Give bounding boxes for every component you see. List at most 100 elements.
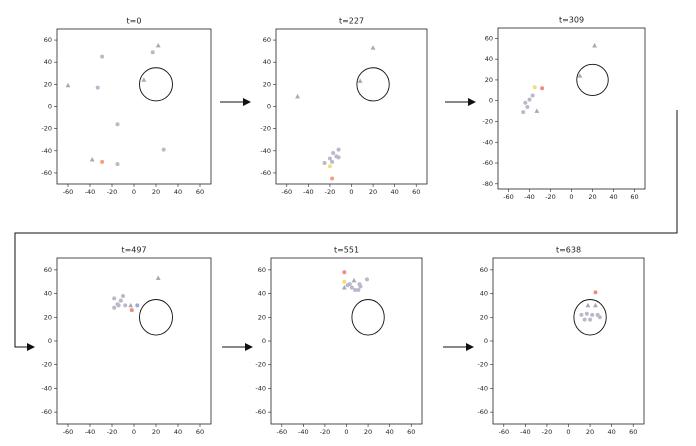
point: [370, 45, 376, 50]
x-tick-label: 0: [132, 188, 136, 196]
point: [592, 43, 597, 48]
point: [364, 277, 369, 282]
x-tick-label: -20: [542, 428, 553, 436]
point: [585, 302, 591, 308]
point: [353, 288, 358, 293]
x-tick-label: -20: [325, 188, 336, 196]
y-tick-label: -40: [482, 138, 493, 146]
y-tick-label: -60: [41, 408, 52, 416]
target-circle: [139, 299, 173, 336]
point: [530, 93, 535, 98]
y-tick-label: -40: [255, 384, 266, 392]
point: [358, 284, 363, 289]
y-tick-label: 20: [263, 80, 271, 88]
point: [118, 298, 123, 303]
point: [65, 82, 71, 88]
x-tick-label: -40: [303, 188, 314, 196]
point: [521, 110, 526, 115]
y-tick-label: 20: [258, 313, 266, 321]
panel-title: t=497: [121, 246, 146, 255]
plot-frame: [56, 257, 212, 425]
panel-title: t=309: [559, 16, 584, 25]
x-tick-label: -20: [545, 193, 556, 201]
x-tick-label: 60: [630, 193, 638, 201]
x-tick-label: -60: [281, 188, 292, 196]
x-tick-label: 60: [629, 428, 637, 436]
arrow: [14, 110, 678, 351]
y-tick-label: 20: [485, 76, 493, 84]
panel: t=227 -60 -40 -20 0 20 40 60 -60 -40 -20 0 20 40 60: [260, 17, 428, 196]
point: [525, 104, 530, 109]
x-tick-label: 20: [364, 428, 372, 436]
y-tick-label: 20: [480, 313, 488, 321]
plot-frame: [270, 257, 423, 425]
point: [597, 315, 602, 320]
x-tick-label: -20: [320, 428, 331, 436]
y-tick-label: 60: [263, 36, 271, 44]
x-tick-label: 40: [174, 188, 182, 196]
point: [100, 54, 105, 59]
point: [584, 311, 589, 316]
point: [345, 283, 350, 288]
y-tick-label: -40: [260, 147, 271, 155]
y-tick-label: -60: [260, 169, 271, 177]
x-tick-label: -40: [85, 188, 96, 196]
y-tick-label: 0: [262, 337, 266, 345]
point: [341, 285, 347, 290]
point: [593, 290, 598, 295]
x-tick-label: -60: [63, 188, 74, 196]
x-tick-label: -20: [107, 428, 118, 436]
point: [112, 296, 117, 301]
point: [89, 157, 95, 162]
y-tick-label: 0: [48, 103, 52, 111]
y-tick-label: 40: [480, 290, 488, 298]
y-tick-label: -20: [477, 361, 488, 369]
y-tick-label: 0: [489, 97, 493, 105]
x-tick-label: 60: [412, 188, 420, 196]
point: [579, 312, 584, 317]
y-tick-label: 20: [44, 80, 52, 88]
point: [356, 288, 361, 293]
point: [349, 285, 354, 290]
y-tick-label: 60: [480, 266, 488, 274]
x-tick-label: 0: [349, 188, 353, 196]
x-tick-label: 20: [586, 428, 594, 436]
y-tick-label: 20: [44, 313, 52, 321]
y-tick-label: 40: [263, 58, 271, 66]
y-tick-label: -60: [41, 169, 52, 177]
panel: t=497 -60 -40 -20 0 20 40 60 -60 -40 -20 0 20 40 60: [41, 246, 212, 436]
y-tick-label: -20: [41, 361, 52, 369]
panel-title: t=551: [334, 246, 359, 255]
y-tick-label: 0: [267, 103, 271, 111]
point: [150, 50, 155, 55]
y-tick-label: 40: [44, 290, 52, 298]
point: [342, 279, 347, 284]
point: [532, 85, 537, 90]
x-tick-label: 40: [391, 188, 399, 196]
panel-title: t=638: [556, 246, 581, 255]
point: [540, 86, 545, 91]
x-tick-label: -20: [107, 188, 118, 196]
x-tick-label: 20: [152, 188, 160, 196]
target-circle: [576, 63, 609, 96]
point: [534, 108, 540, 113]
point: [155, 275, 161, 280]
point: [115, 162, 120, 167]
y-tick-label: -60: [482, 159, 493, 167]
point: [161, 147, 166, 152]
point: [327, 164, 332, 169]
x-tick-label: 20: [369, 188, 377, 196]
x-tick-label: 60: [196, 428, 204, 436]
x-tick-label: 40: [386, 428, 394, 436]
x-tick-label: -40: [520, 428, 531, 436]
y-tick-label: 60: [485, 34, 493, 42]
y-tick-label: -60: [477, 408, 488, 416]
x-tick-label: 60: [196, 188, 204, 196]
y-tick-label: -20: [260, 125, 271, 133]
plot-frame: [275, 28, 428, 185]
point: [112, 305, 117, 310]
point: [527, 97, 532, 102]
y-tick-label: 0: [48, 337, 52, 345]
x-tick-label: 0: [344, 428, 348, 436]
